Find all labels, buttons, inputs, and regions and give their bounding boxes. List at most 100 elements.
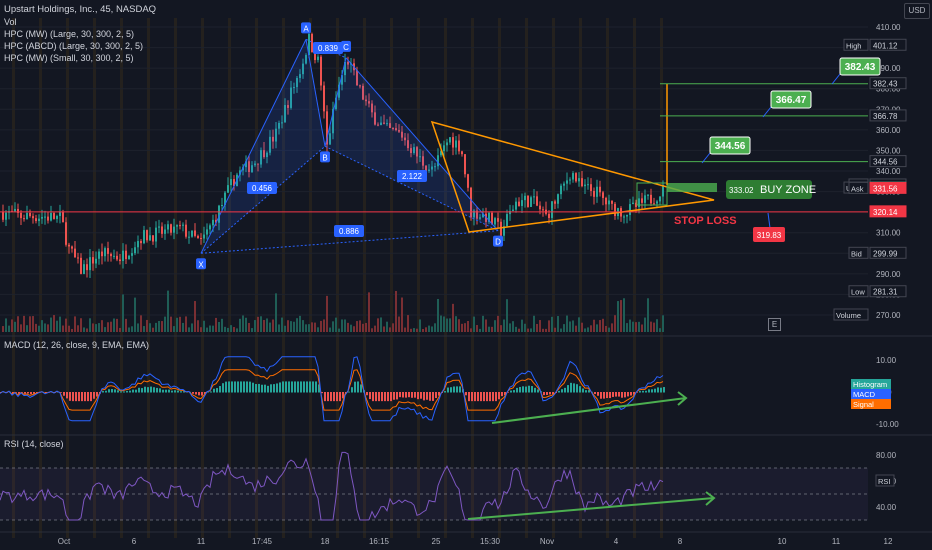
session-stripe [255, 18, 258, 538]
volume-bar [239, 318, 241, 332]
candle [53, 213, 55, 219]
macd-histogram-bar [273, 384, 275, 393]
session-stripe [363, 18, 366, 538]
candle [74, 248, 76, 258]
candle [413, 147, 415, 154]
candle [329, 133, 331, 145]
candle [284, 105, 286, 123]
volume-bar [560, 328, 562, 332]
volume-bar [140, 315, 142, 332]
macd-histogram-bar [378, 392, 380, 402]
macd-histogram-bar [258, 383, 260, 393]
price-label-box [869, 77, 907, 90]
macd-histogram-bar [477, 392, 479, 402]
volume-bar [362, 323, 364, 332]
volume-bar [194, 301, 196, 332]
macd-histogram-bar [228, 381, 230, 393]
macd-histogram-bar [159, 388, 161, 393]
volume-bar [431, 326, 433, 332]
volume-bar [74, 316, 76, 332]
price-label-value: 366.78 [873, 112, 898, 121]
volume-bar [572, 320, 574, 332]
macd-histogram-bar [528, 385, 530, 393]
rsi-label: RSI [878, 477, 891, 486]
volume-bar [434, 323, 436, 332]
pattern-point-label: X [198, 260, 204, 269]
indicator-hpc-mw-large[interactable]: HPC (MW) (Large, 30, 300, 2, 5) [4, 29, 135, 39]
volume-bar [266, 318, 268, 332]
volume-bar [515, 326, 517, 332]
candle [641, 198, 643, 203]
indicator-hpc-mw-small[interactable]: HPC (MW) (Small, 30, 300, 2, 5) [4, 53, 134, 63]
volume-bar [620, 300, 622, 332]
pattern-ratio-box [313, 42, 343, 54]
volume-bar [110, 321, 112, 332]
candle [71, 246, 73, 249]
candle [368, 101, 370, 104]
macd-histogram-bar [513, 390, 515, 393]
volume-bar [347, 322, 349, 332]
volume-bar [290, 321, 292, 332]
volume-bar [566, 315, 568, 332]
volume-bar [386, 321, 388, 332]
indicator-hpc-abcd-large[interactable]: HPC (ABCD) (Large, 30, 300, 2, 5) [4, 41, 144, 51]
candle [431, 166, 433, 170]
pattern-ratio: 0.839 [318, 44, 339, 53]
chart-title: Upstart Holdings, Inc., 45, NASDAQ [4, 4, 157, 15]
macd-histogram-bar [132, 389, 134, 393]
volume-bar [29, 316, 31, 332]
macd-histogram-bar [183, 391, 185, 393]
currency-button[interactable]: USD [904, 3, 930, 19]
macd-histogram-bar [504, 392, 506, 396]
candle [26, 212, 28, 220]
price-label-name-box [848, 246, 869, 259]
volume-bar [662, 315, 664, 332]
candle [377, 124, 379, 126]
volume-bar [95, 324, 97, 332]
macd-histogram-bar [342, 392, 344, 399]
macd-histogram-bar [375, 392, 377, 402]
macd-histogram-bar [225, 381, 227, 393]
volume-bar [416, 328, 418, 332]
macd-histogram-bar [603, 392, 605, 399]
volume-bar [296, 318, 298, 332]
earnings-marker[interactable]: E [768, 318, 781, 331]
macd-histogram-bar [444, 391, 446, 393]
candle [494, 218, 496, 225]
candle [158, 226, 160, 228]
candle [5, 212, 7, 220]
macd-histogram-bar [423, 392, 425, 401]
macd-histogram-bar [483, 392, 485, 402]
session-stripe [12, 18, 15, 538]
volume-bar [593, 319, 595, 332]
volume-bar [449, 318, 451, 332]
macd-histogram-bar [114, 389, 116, 393]
macd-histogram-bar [18, 392, 20, 394]
target-box [839, 57, 881, 76]
volume-bar [422, 328, 424, 332]
session-stripe [660, 18, 663, 538]
candle [17, 208, 19, 213]
candle [302, 63, 304, 75]
candle [461, 151, 463, 155]
macd-histogram-bar [72, 392, 74, 402]
price-tick: 270.00 [876, 311, 901, 320]
volume-bar [221, 318, 223, 332]
price-label-box [869, 205, 907, 218]
macd-histogram-bar [648, 389, 650, 393]
candle [197, 235, 199, 238]
candle [635, 202, 637, 207]
candle [203, 234, 205, 239]
macd-histogram-bar [174, 390, 176, 393]
macd-histogram-bar [543, 392, 545, 396]
volume-bar [401, 297, 403, 332]
candle [458, 140, 460, 152]
macd-histogram-bar [654, 388, 656, 393]
macd-histogram-bar [372, 392, 374, 402]
macd-histogram-bar [624, 392, 626, 398]
candle [269, 136, 271, 153]
price-tick: 340.00 [876, 167, 901, 176]
candle [476, 210, 478, 219]
volume-bar [317, 327, 319, 332]
